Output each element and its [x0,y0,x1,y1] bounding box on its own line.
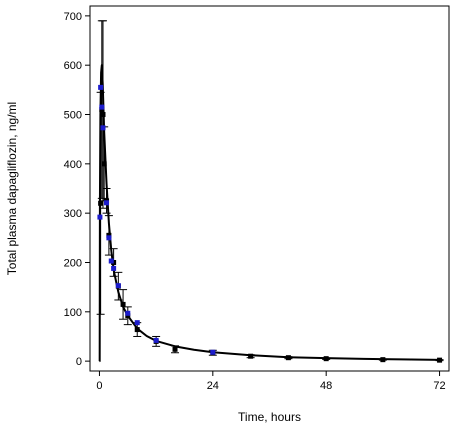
data-point-mean [134,327,140,333]
data-point-individual [108,258,114,264]
data-point-individual [115,283,121,289]
y-tick-label: 600 [64,60,82,72]
data-point-individual [153,337,159,343]
data-point-individual [97,214,103,220]
data-point-mean [101,161,107,167]
y-tick-label: 300 [64,208,82,220]
y-axis: 0 100 200 300 400 500 600 700 [64,11,90,368]
x-axis: 0 24 48 72 [96,371,446,392]
data-point-mean [380,357,386,363]
data-point-individual [100,125,106,131]
data-point-mean [285,355,291,361]
y-tick-label: 500 [64,110,82,122]
x-axis-title: Time, hours [238,410,301,424]
data-points-layer [97,84,443,363]
data-point-individual [125,310,131,316]
y-tick-label: 700 [64,11,82,23]
data-point-individual [111,265,117,271]
data-point-individual [134,320,140,326]
plot-area: 0 24 48 72 0 100 200 300 400 500 600 700 [64,5,450,392]
x-tick-label: 0 [96,380,102,392]
data-point-individual [210,349,216,355]
data-point-individual [106,235,112,241]
data-point-mean [248,353,254,359]
x-tick-label: 48 [320,380,332,392]
data-point-mean [437,357,443,363]
y-axis-title: Total plasma dapagliflozin, ng/ml [5,102,19,275]
y-tick-label: 200 [64,257,82,269]
y-tick-label: 100 [64,307,82,319]
x-tick-label: 24 [207,380,219,392]
data-point-mean [172,346,178,352]
data-point-mean [100,112,106,118]
data-point-mean [98,200,104,206]
x-tick-label: 72 [433,380,445,392]
plot-frame [89,5,450,372]
data-point-mean [323,356,329,362]
data-point-mean [120,301,126,307]
y-tick-label: 400 [64,159,82,171]
data-point-individual [98,84,104,90]
data-point-individual [99,104,105,110]
y-tick-label: 0 [76,356,82,368]
data-point-individual [104,200,110,206]
